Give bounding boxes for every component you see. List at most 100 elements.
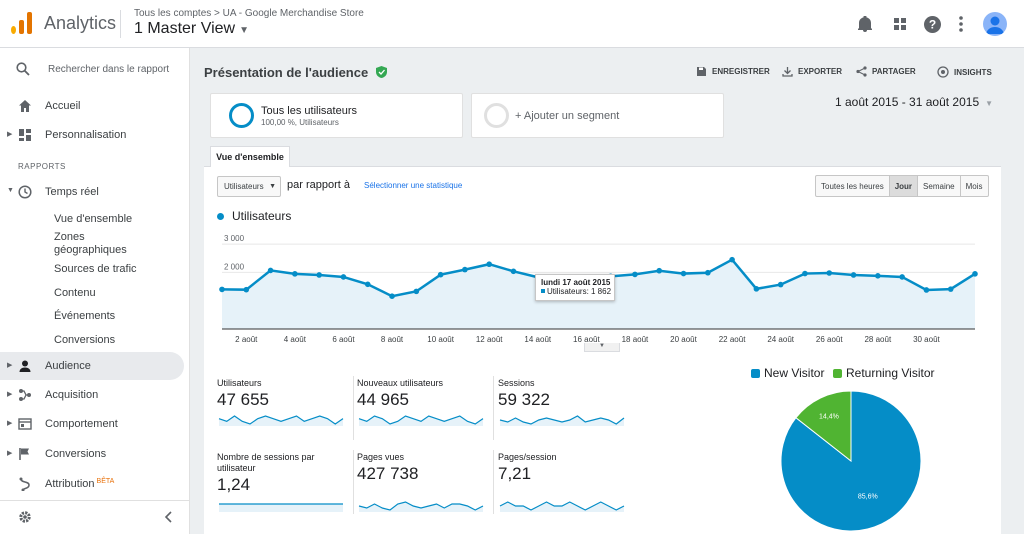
data-point[interactable] (243, 286, 250, 293)
help-icon[interactable]: ? (922, 14, 942, 34)
insights-button[interactable]: INSIGHTS (937, 66, 992, 78)
data-point[interactable] (462, 266, 468, 273)
metric-value: 427 738 (357, 464, 419, 483)
period-week-button[interactable]: Semaine (918, 176, 961, 196)
analytics-logo-icon[interactable] (11, 12, 33, 34)
data-point[interactable] (219, 286, 225, 293)
period-day-button[interactable]: Jour (889, 176, 919, 196)
data-point[interactable] (777, 281, 784, 288)
pie-slice[interactable] (795, 390, 852, 463)
data-point[interactable] (316, 272, 322, 278)
sidebar-subitem-evenements[interactable]: Événements (54, 310, 116, 322)
data-point[interactable] (947, 286, 954, 292)
sidebar-item-accueil[interactable]: Accueil (0, 92, 184, 120)
segment-card-all-users[interactable]: Tous les utilisateurs 100,00 %, Utilisat… (210, 93, 463, 138)
sidebar-item-label: Attribution BÊTA (45, 478, 115, 490)
data-point[interactable] (850, 272, 857, 278)
breadcrumb[interactable]: Tous les comptes > UA - Google Merchandi… (134, 8, 364, 19)
view-selector[interactable]: 1 Master View ▼ (134, 20, 249, 38)
select-metric-link[interactable]: Sélectionner une statistique (364, 181, 463, 190)
avatar[interactable] (983, 12, 1007, 36)
sidebar-subitem-vue-ensemble[interactable]: Vue d'ensemble (54, 213, 133, 225)
metric-tile[interactable]: Nombre de sessions par utilisateur 1,24 (217, 452, 351, 520)
gear-icon[interactable] (18, 510, 32, 524)
date-range-picker[interactable]: 1 août 2015 - 31 août 2015 ▼ (835, 95, 993, 109)
sidebar-item-acquisition[interactable]: ▶ Acquisition (0, 381, 184, 409)
save-button[interactable]: ENREGISTRER (696, 66, 770, 77)
sidebar-item-personnalisation[interactable]: ▶ Personnalisation (0, 121, 184, 149)
search-row[interactable]: Rechercher dans le rapport (0, 54, 190, 86)
data-point[interactable] (437, 271, 444, 278)
data-point[interactable] (267, 267, 274, 274)
search-input[interactable]: Rechercher dans le rapport (48, 64, 170, 75)
data-point[interactable] (972, 271, 978, 277)
sidebar-subitem-contenu[interactable]: Contenu (54, 287, 96, 299)
data-point[interactable] (364, 281, 371, 288)
chart-legend: Utilisateurs (217, 209, 291, 223)
data-point[interactable] (802, 270, 808, 277)
metric-tile[interactable]: Utilisateurs 47 655 (217, 378, 351, 446)
sidebar-item-conversions[interactable]: ▶ Conversions (0, 440, 184, 468)
data-point[interactable] (680, 270, 687, 277)
data-point[interactable] (632, 271, 638, 278)
data-point[interactable] (826, 270, 833, 276)
x-tick-label: 24 août (767, 335, 794, 344)
metric-select[interactable]: Utilisateurs ▼ (217, 176, 281, 197)
collapse-sidebar-icon[interactable] (164, 511, 174, 523)
sidebar-item-attribution[interactable]: Attribution BÊTA (0, 470, 184, 498)
data-point[interactable] (705, 269, 711, 276)
metric-tile[interactable]: Sessions 59 322 (498, 378, 632, 446)
data-point[interactable] (510, 268, 517, 275)
sidebar-item-temps-reel[interactable]: ▼ Temps réel (0, 178, 184, 206)
collapse-arrow-icon: ▼ (7, 187, 14, 194)
sidebar-item-audience[interactable]: ▶ Audience (0, 352, 184, 380)
metric-tile[interactable]: Pages/session 7,21 (498, 452, 632, 520)
pie-legend-new[interactable]: New Visitor (751, 366, 824, 380)
tab-overview[interactable]: Vue d'ensemble (210, 146, 290, 167)
pie-legend-returning[interactable]: Returning Visitor (833, 366, 935, 380)
data-point[interactable] (729, 256, 735, 263)
period-hourly-button[interactable]: Toutes les heures (816, 176, 890, 196)
data-point[interactable] (340, 274, 347, 280)
legend-swatch (833, 368, 842, 378)
data-point[interactable] (875, 273, 881, 279)
more-vert-icon[interactable] (951, 14, 971, 34)
data-point[interactable] (486, 261, 492, 268)
sidebar-subitem-sources[interactable]: Sources de trafic (54, 263, 137, 275)
section-label: RAPPORTS (18, 162, 66, 171)
period-month-button[interactable]: Mois (965, 182, 983, 191)
share-button[interactable]: PARTAGER (856, 66, 916, 77)
sidebar-subitem-conversions[interactable]: Conversions (54, 334, 116, 346)
data-point[interactable] (413, 288, 420, 295)
data-point[interactable] (656, 267, 663, 274)
segment-sub: 100,00 %, Utilisateurs (261, 118, 339, 127)
metric-label: Sessions (498, 378, 535, 388)
add-segment-card[interactable]: + Ajouter un segment (471, 93, 724, 138)
apps-grid-icon[interactable] (890, 14, 910, 34)
expand-arrow-icon: ▶ (7, 420, 13, 427)
sidebar-item-label: Conversions (45, 448, 107, 460)
data-point[interactable] (292, 271, 298, 277)
sidebar-item-label: Comportement (45, 418, 118, 430)
sidebar-item-comportement[interactable]: ▶ Comportement (0, 410, 184, 438)
export-button[interactable]: EXPORTER (782, 66, 842, 77)
sidebar-subitem-zones[interactable]: Zones géographiques (54, 231, 127, 256)
metric-label: Pages/session (498, 452, 557, 462)
sidebar-item-label: Temps réel (45, 186, 99, 198)
data-point[interactable] (753, 286, 760, 292)
metric-tile[interactable]: Pages vues 427 738 (357, 452, 491, 520)
chart-scroll-handle[interactable]: ▼ (584, 343, 620, 352)
data-point[interactable] (899, 274, 905, 280)
save-label: ENREGISTRER (712, 67, 770, 76)
metric-tile[interactable]: Nouveaux utilisateurs 44 965 (357, 378, 491, 446)
bell-icon[interactable] (855, 14, 875, 34)
sparkline (499, 415, 625, 426)
flag-icon (19, 448, 29, 460)
x-tick-label: 10 août (427, 335, 454, 344)
data-point[interactable] (923, 287, 930, 293)
tooltip-value: Utilisateurs: 1 862 (547, 287, 612, 296)
visitor-type-pie-chart[interactable]: 85,6% 14,4% (778, 388, 924, 534)
segment-name: Tous les utilisateurs (261, 105, 357, 117)
data-point[interactable] (389, 293, 395, 299)
